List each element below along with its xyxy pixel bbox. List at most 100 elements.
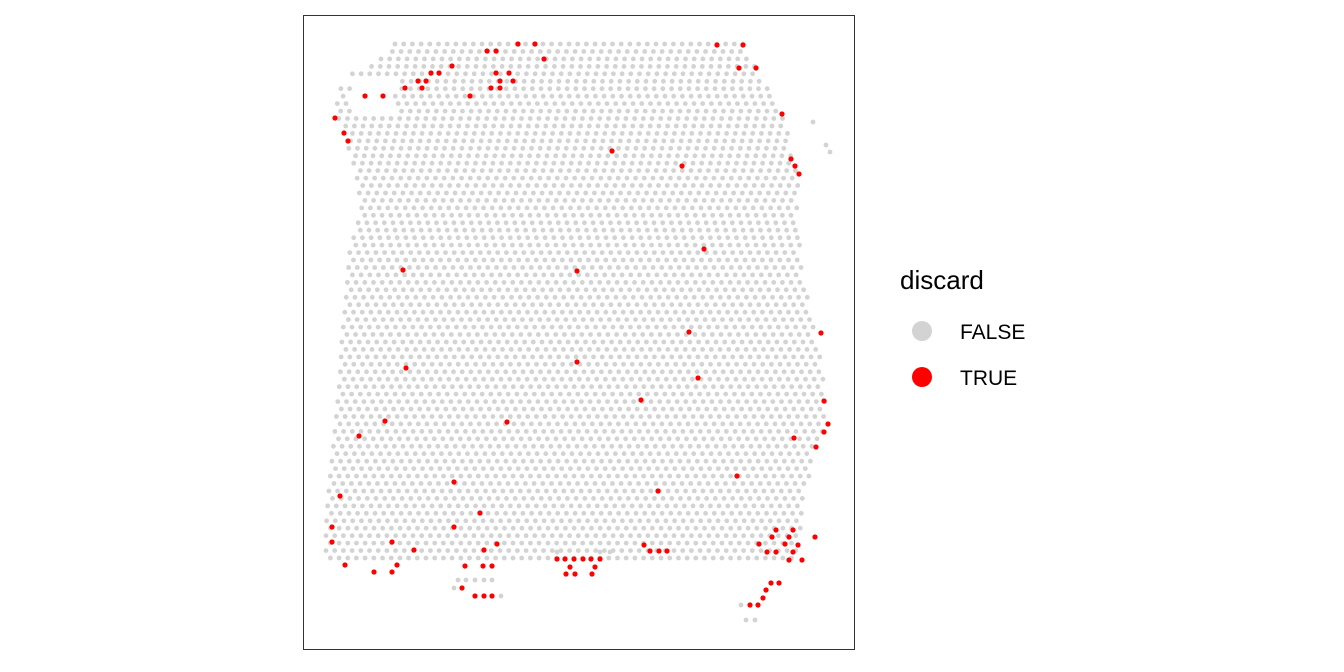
spot-false (346, 145, 352, 151)
spot-false (350, 131, 355, 136)
spot-false (441, 384, 447, 390)
spot-false (733, 309, 739, 315)
spot-false (680, 324, 685, 330)
spot-false (726, 399, 732, 404)
spot-false (740, 227, 746, 233)
spot-false (489, 131, 495, 136)
spot-false (603, 309, 609, 315)
spot-false (775, 324, 781, 330)
spot-false (486, 354, 492, 360)
spot-false (425, 369, 430, 375)
spot-false (545, 540, 551, 546)
spot-false (364, 369, 369, 375)
spot-false (465, 56, 471, 62)
spot-false (337, 421, 343, 427)
spot-false (755, 145, 761, 151)
spot-false (711, 145, 717, 151)
spot-false (393, 518, 399, 524)
spot-false (471, 71, 477, 77)
spot-false (510, 473, 516, 479)
spot-false (561, 347, 566, 352)
spot-false (616, 108, 622, 114)
spot-false (730, 250, 735, 256)
spot-false (782, 250, 788, 256)
spot-false (546, 317, 551, 322)
spot-false (730, 78, 736, 84)
spot-false (405, 399, 410, 404)
spot-false (597, 280, 603, 285)
spot-false (608, 250, 614, 256)
spot-false (779, 153, 785, 159)
spot-false (472, 518, 477, 524)
spot-false (684, 280, 690, 285)
spot-false (454, 71, 460, 77)
spot-false (665, 101, 671, 106)
spot-false (669, 354, 675, 360)
spot-false (821, 414, 826, 419)
spot-false (775, 287, 780, 293)
spot-false (732, 533, 738, 539)
spot-false (726, 101, 732, 106)
spot-false (433, 510, 439, 516)
spot-false (714, 93, 720, 99)
spot-false (657, 153, 663, 159)
spot-false (602, 272, 608, 278)
spot-false (338, 458, 343, 464)
spot-false (632, 540, 638, 546)
spot-false (628, 71, 634, 77)
spot-false (410, 168, 415, 174)
spot-false (341, 466, 347, 471)
spot-false (457, 488, 462, 494)
spot-false (721, 250, 727, 256)
spot-false (571, 384, 577, 390)
spot-false (591, 339, 597, 345)
spot-false (462, 227, 468, 233)
spot-false (509, 56, 514, 62)
spot-false (495, 354, 501, 360)
spot-false (637, 466, 643, 471)
spot-false (393, 71, 399, 77)
spot-false (409, 287, 415, 293)
spot-false (692, 242, 698, 248)
spot-false (535, 399, 541, 404)
spot-false (621, 235, 626, 241)
spot-false (619, 131, 625, 136)
spot-false (343, 347, 349, 352)
spot-false (353, 153, 358, 159)
spot-false (475, 540, 481, 546)
spot-false (467, 317, 473, 322)
spot-false (478, 339, 484, 345)
spot-false (572, 145, 578, 151)
spot-false (726, 488, 732, 494)
spot-false (481, 235, 487, 241)
spot-false (685, 317, 691, 322)
spot-false (432, 473, 438, 479)
spot-false (603, 183, 609, 188)
spot-false (463, 376, 469, 382)
spot-false (707, 518, 712, 524)
spot-false (607, 265, 612, 270)
spot-false (397, 555, 403, 561)
spot-false (627, 391, 633, 397)
spot-false (777, 414, 783, 419)
spot-false (576, 71, 581, 77)
spot-false (790, 369, 796, 375)
spot-false (429, 361, 435, 367)
spot-false (614, 280, 620, 285)
spot-false (394, 160, 400, 166)
spot-false (526, 123, 531, 129)
spot-false (658, 525, 664, 531)
spot-false (752, 123, 757, 129)
spot-false (336, 384, 342, 390)
spot-false (512, 458, 517, 464)
spot-true (753, 65, 759, 71)
spot-false (534, 361, 539, 367)
spot-false (775, 168, 781, 174)
spot-false (599, 302, 605, 308)
spot-false (490, 361, 496, 367)
spot-false (550, 376, 556, 382)
spot-false (784, 481, 789, 486)
spot-false (607, 421, 613, 427)
spot-false (385, 376, 391, 382)
spot-false (433, 49, 439, 54)
